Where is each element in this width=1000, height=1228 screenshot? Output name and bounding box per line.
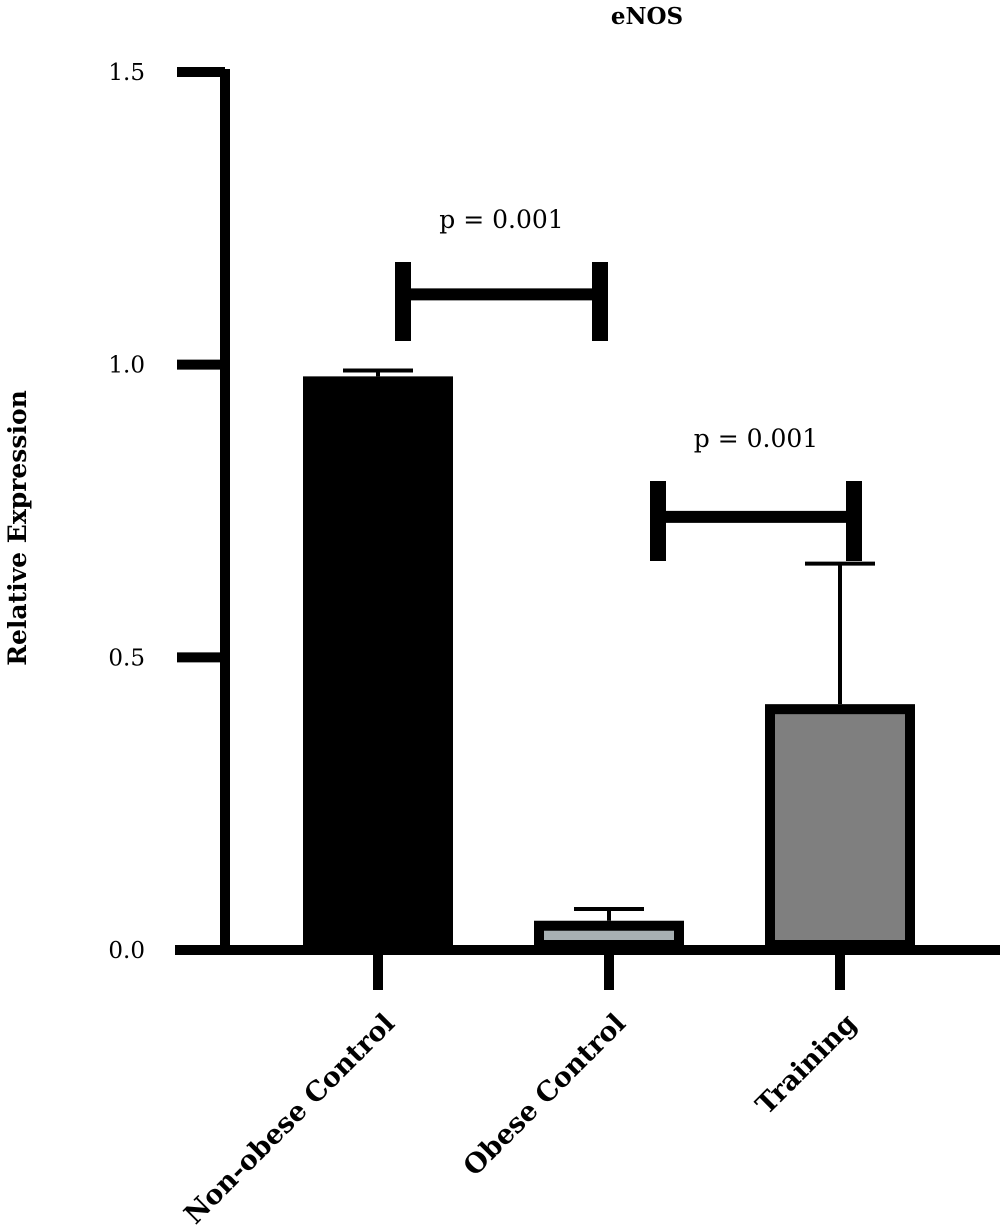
p-value-label: p = 0.001 bbox=[694, 424, 818, 453]
x-tick-label: Training bbox=[750, 1008, 863, 1121]
y-tick-label: 1.5 bbox=[108, 60, 145, 86]
x-tick-label: Obese Control bbox=[458, 1008, 632, 1182]
error-bars bbox=[343, 368, 875, 921]
bar bbox=[534, 920, 684, 951]
p-value-label: p = 0.001 bbox=[439, 205, 563, 234]
x-tick-label: Non-obese Control bbox=[179, 1008, 401, 1228]
y-tick-label: 0.0 bbox=[108, 938, 145, 964]
y-tick-label: 0.5 bbox=[108, 645, 145, 671]
y-axis-label: Relative Expression bbox=[3, 390, 32, 666]
bars bbox=[303, 376, 915, 951]
chart-title: eNOS bbox=[611, 3, 683, 30]
bar bbox=[765, 704, 915, 950]
bar bbox=[303, 376, 453, 950]
y-tick-label: 1.0 bbox=[108, 353, 145, 379]
significance-brackets: p = 0.001 p = 0.001 bbox=[395, 205, 862, 561]
